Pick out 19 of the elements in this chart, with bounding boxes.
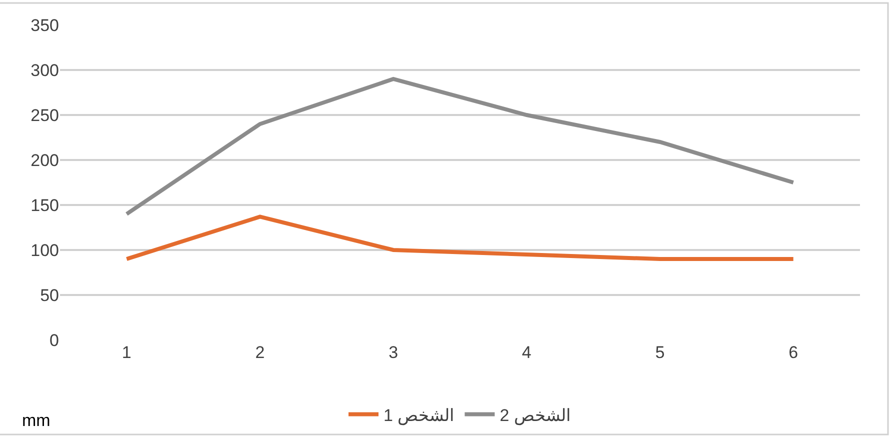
legend-label: الشخص 2: [500, 406, 571, 426]
y-tick-label: 250: [30, 106, 59, 125]
y-tick-label: 100: [30, 240, 59, 260]
legend-label: الشخص 1: [384, 406, 455, 426]
x-tick-label: 4: [522, 343, 532, 362]
y-tick-label: 0: [50, 330, 59, 350]
x-tick-label: 1: [122, 343, 132, 362]
y-tick-label: 150: [30, 196, 59, 215]
y-tick-label: 350: [30, 16, 59, 35]
x-tick-label: 6: [788, 343, 798, 362]
x-tick-label: 5: [655, 343, 665, 362]
x-tick-label: 2: [255, 343, 265, 362]
x-tick-label: 3: [388, 343, 398, 362]
text: mm: [22, 411, 50, 430]
y-tick-label: 300: [30, 60, 59, 80]
line-series: [124, 77, 796, 216]
y-tick-label: 50: [40, 286, 59, 305]
y-tick-label: 200: [30, 150, 59, 170]
line-series: [124, 214, 796, 261]
